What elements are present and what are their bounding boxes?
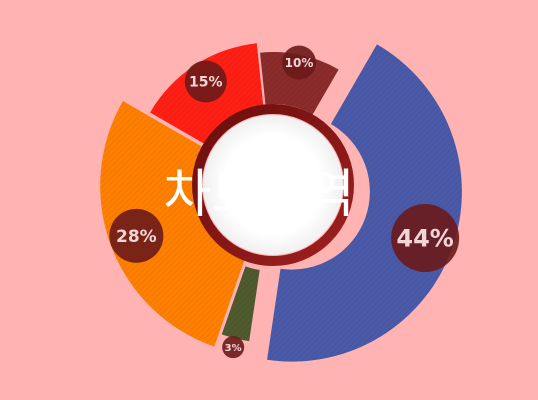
center-hole	[203, 115, 343, 255]
slice-label-bubble	[391, 203, 460, 272]
pie-slice-texture	[260, 52, 339, 115]
slice-label-text: 15%	[189, 75, 223, 91]
pie-slice-texture	[100, 101, 245, 347]
slice-label-text: 10%	[285, 56, 314, 70]
slice-label-badge: 15%	[184, 60, 227, 103]
pie-slice-44pct	[267, 44, 462, 362]
slice-label-bubble	[222, 336, 245, 359]
slice-label-bubble	[109, 208, 164, 263]
inner-ring	[192, 104, 354, 266]
slice-label-bubble	[184, 60, 227, 103]
pie-slice-10pct	[260, 52, 339, 115]
pie-slice-texture	[221, 266, 260, 342]
slice-label-text: 3%	[225, 343, 242, 354]
labels-layer: 44% 3% 28% 15% 10%	[109, 45, 460, 359]
slice-label-text: 44%	[396, 225, 453, 253]
slice-label-badge: 28%	[109, 208, 164, 263]
slices-layer	[100, 43, 462, 362]
slice-label-badge: 3%	[222, 336, 245, 359]
slice-label-text: 28%	[116, 227, 157, 247]
slice-label-bubble	[282, 45, 317, 80]
slice-label-badge: 44%	[391, 203, 460, 272]
center-label: 차트영역	[163, 165, 354, 225]
pie-slice-texture	[267, 44, 462, 362]
slice-label-badge: 10%	[282, 45, 317, 80]
pie-slice-28pct	[100, 101, 245, 347]
pie-slice-3pct	[221, 266, 260, 342]
